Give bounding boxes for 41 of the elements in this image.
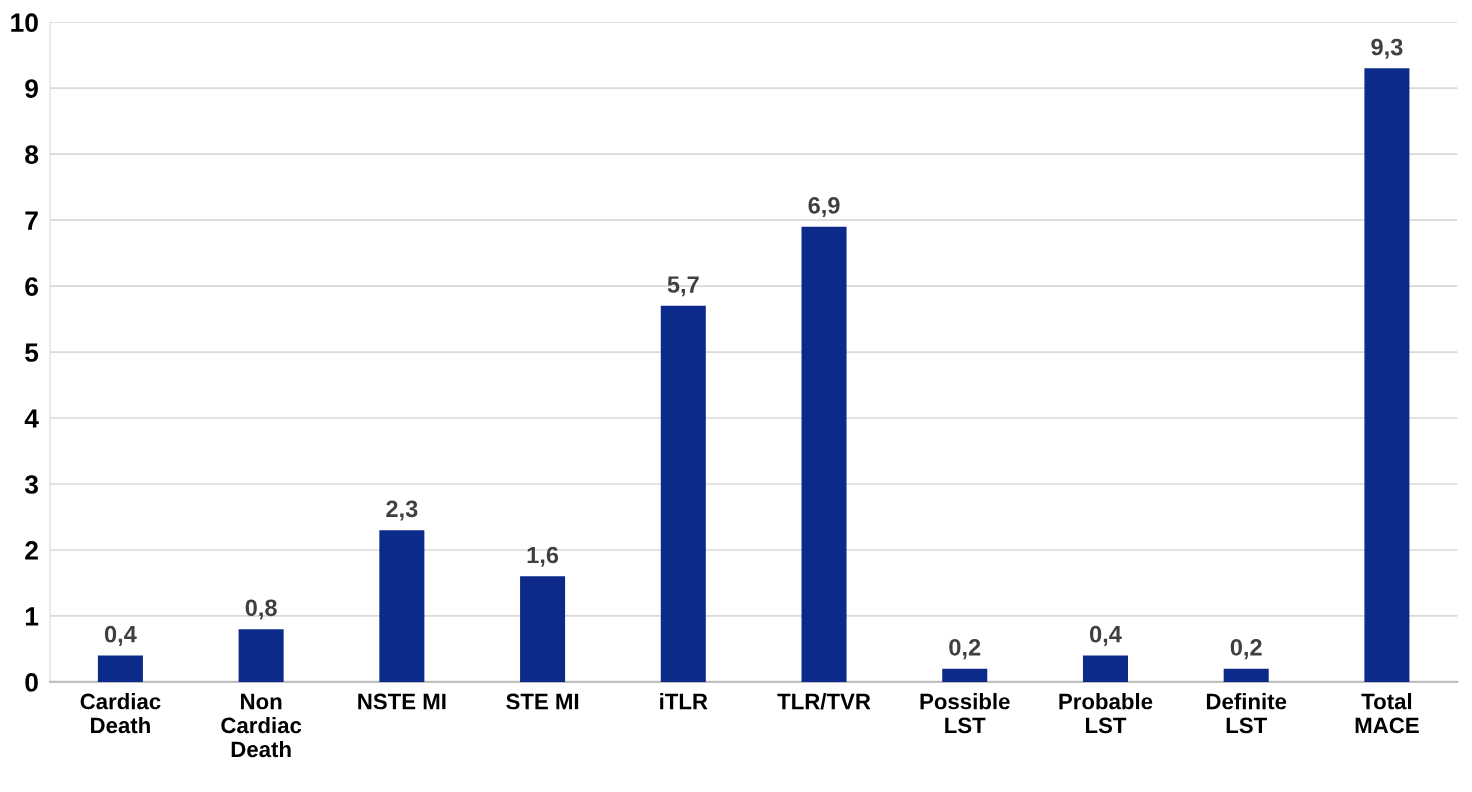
data-label: 5,7: [667, 276, 699, 297]
data-label: 6,9: [808, 196, 840, 218]
y-tick-label: 6: [25, 277, 38, 296]
bar: [1082, 655, 1128, 682]
y-tick-label: 7: [25, 211, 38, 230]
x-tick-label: Probable LST: [1059, 693, 1153, 734]
data-label: 0,2: [1230, 639, 1262, 660]
data-label: 2,3: [386, 500, 418, 521]
data-label: 0,2: [949, 639, 981, 660]
x-tick-label: Total MACE: [1355, 693, 1419, 734]
bar: [379, 530, 425, 682]
data-label: 9,3: [1371, 38, 1403, 59]
x-tick-label: Definite LST: [1206, 693, 1287, 734]
data-label: 1,6: [527, 546, 559, 567]
y-tick-label: 4: [24, 409, 39, 428]
x-tick-label: Cardiac Death: [80, 693, 161, 734]
x-tick-label: NSTE MI: [358, 693, 446, 710]
bar: [238, 629, 284, 682]
x-tick-label: TLR/TVR: [777, 693, 871, 710]
y-tick-label: 5: [25, 343, 39, 362]
data-label: 0,8: [245, 599, 277, 620]
bar: [97, 655, 143, 682]
bar: [660, 305, 706, 682]
x-tick-label: STE MI: [506, 693, 579, 710]
bar: [1223, 668, 1269, 682]
y-tick-label: 8: [25, 145, 39, 164]
y-tick-label: 3: [24, 475, 38, 494]
bar: [801, 226, 847, 682]
y-tick-label: 1: [25, 607, 39, 626]
y-tick-label: 10: [11, 13, 38, 32]
y-tick-label: 9: [25, 79, 38, 98]
bar: [1364, 68, 1410, 682]
data-label: 0,4: [104, 625, 137, 646]
y-tick-label: 2: [25, 541, 38, 560]
y-tick-label: 0: [25, 673, 38, 692]
x-tick-label: Non Cardiac Death: [221, 693, 302, 758]
bar: [942, 668, 988, 682]
x-tick-label: iTLR: [660, 693, 708, 710]
bar: [520, 576, 566, 682]
data-label: 0,4: [1090, 625, 1122, 646]
x-tick-label: Possible LST: [920, 693, 1010, 734]
